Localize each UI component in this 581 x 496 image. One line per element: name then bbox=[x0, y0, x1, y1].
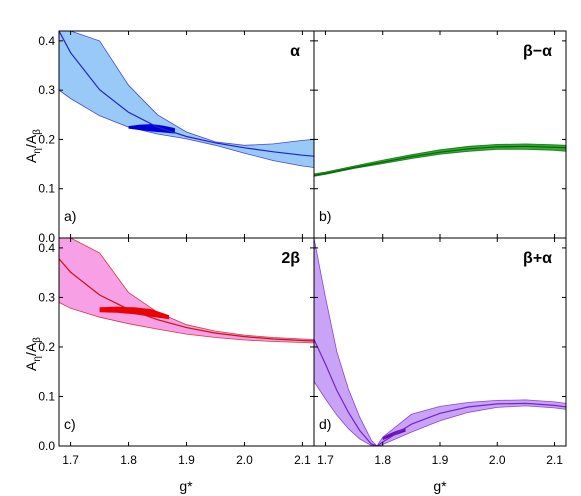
plot-area bbox=[314, 238, 566, 446]
x-tick-label: 1.9 bbox=[432, 453, 449, 467]
y-ticks bbox=[314, 40, 566, 239]
ylabel-sub1: η bbox=[32, 356, 43, 362]
x-ticks: 1.7 1.8 1.9 2.0 2.1 bbox=[317, 238, 563, 467]
x-tick-label: 1.7 bbox=[62, 453, 79, 467]
x-axis-label-right: g* bbox=[433, 478, 447, 494]
plot-area bbox=[59, 238, 314, 344]
x-tick-label: 1.8 bbox=[374, 453, 391, 467]
panel-label: b) bbox=[319, 208, 331, 224]
panel-label: d) bbox=[319, 416, 331, 432]
panel-b: β−α b) bbox=[313, 30, 567, 239]
ylabel-sub2: β bbox=[32, 129, 43, 135]
panel-label: a) bbox=[64, 208, 76, 224]
y-ticks bbox=[314, 247, 566, 447]
highlight-region bbox=[128, 124, 175, 134]
y-tick-label: 0.3 bbox=[38, 83, 55, 97]
ylabel-mid: /A bbox=[23, 342, 39, 356]
y-tick-label: 0.4 bbox=[38, 34, 55, 48]
panel-label: c) bbox=[64, 416, 76, 432]
y-tick-label: 0.0 bbox=[38, 439, 55, 453]
y-tick-label: 0.0 bbox=[38, 231, 55, 245]
central-curve bbox=[59, 31, 314, 157]
y-tick-label: 0.3 bbox=[38, 290, 55, 304]
svg-text:Aη/Aβ: Aη/Aβ bbox=[23, 337, 43, 371]
y-axis-label-bottom: Aη/Aβ bbox=[23, 337, 43, 371]
ylabel-main: A bbox=[23, 153, 39, 163]
ylabel-sub1: η bbox=[32, 148, 43, 154]
x-tick-label: 1.7 bbox=[317, 453, 334, 467]
x-axis-label-left: g* bbox=[179, 478, 193, 494]
central-curve bbox=[59, 258, 314, 342]
panel-title: 2β bbox=[281, 250, 300, 267]
x-tick-label: 2.0 bbox=[236, 453, 253, 467]
x-tick-label: 2.1 bbox=[546, 453, 563, 467]
uncertainty-band bbox=[59, 238, 314, 344]
x-ticks bbox=[70, 31, 303, 238]
y-ticks: 0.0 0.1 0.2 0.3 0.4 bbox=[38, 34, 314, 245]
panel-d: 1.7 1.8 1.9 2.0 2.1 β+α d) bbox=[313, 237, 567, 467]
x-tick-label: 2.1 bbox=[294, 453, 311, 467]
ylabel-sub2: β bbox=[32, 337, 43, 343]
panel-c: 0.0 0.1 0.2 0.3 0.4 1.7 1.8 1.9 2.0 2.1 2β c) bbox=[38, 237, 315, 467]
x-tick-label: 1.8 bbox=[120, 453, 137, 467]
panel-frame bbox=[313, 30, 567, 239]
y-ticks: 0.0 0.1 0.2 0.3 0.4 bbox=[38, 241, 314, 453]
highlight-region bbox=[99, 306, 170, 320]
x-ticks: 1.7 1.8 1.9 2.0 2.1 bbox=[62, 238, 311, 467]
y-tick-label: 0.2 bbox=[38, 340, 55, 354]
svg-text:Aη/Aβ: Aη/Aβ bbox=[23, 129, 43, 163]
panel-title: β−α bbox=[523, 43, 552, 60]
panel-a: 0.0 0.1 0.2 0.3 0.4 α a) bbox=[38, 30, 315, 245]
uncertainty-band bbox=[314, 143, 566, 177]
y-tick-label: 0.1 bbox=[38, 389, 55, 403]
ylabel-mid: /A bbox=[23, 134, 39, 148]
ylabel-main: A bbox=[23, 361, 39, 371]
panel-title: α bbox=[290, 43, 300, 60]
x-tick-label: 2.0 bbox=[489, 453, 506, 467]
uncertainty-band bbox=[59, 31, 314, 168]
y-tick-label: 0.1 bbox=[38, 182, 55, 196]
y-tick-label: 0.2 bbox=[38, 132, 55, 146]
y-axis-label-top: Aη/Aβ bbox=[23, 129, 43, 163]
y-tick-label: 0.4 bbox=[38, 241, 55, 255]
plot-area bbox=[59, 31, 314, 168]
x-tick-label: 1.9 bbox=[178, 453, 195, 467]
plot-area bbox=[314, 143, 566, 177]
x-ticks bbox=[324, 31, 556, 238]
panel-title: β+α bbox=[523, 250, 552, 267]
central-curve bbox=[314, 145, 566, 176]
uncertainty-band bbox=[314, 238, 566, 446]
